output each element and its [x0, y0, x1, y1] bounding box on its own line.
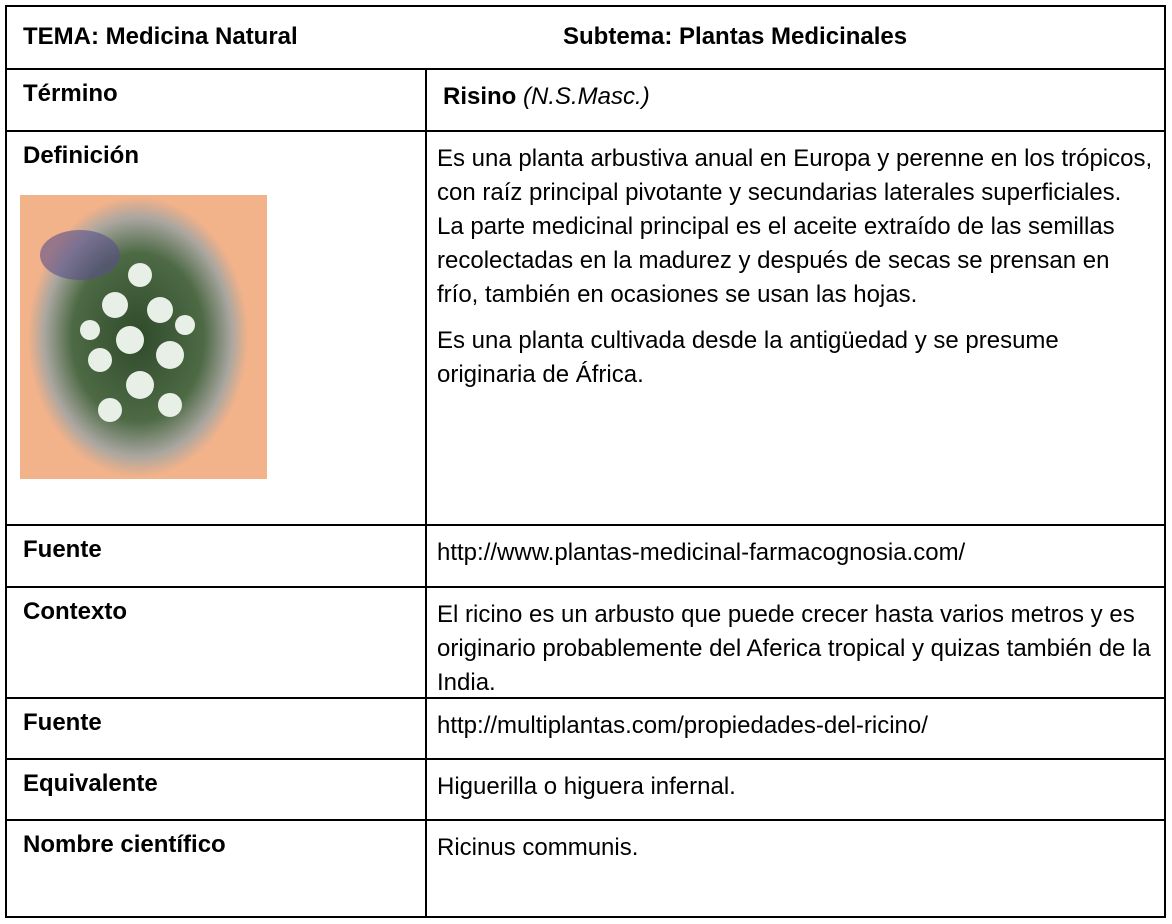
row-label: Fuente: [7, 526, 427, 586]
row-value: El ricino es un arbusto que puede crecer…: [437, 601, 1151, 696]
row-value: Es una planta arbustiva anual en Europa …: [427, 132, 1164, 524]
row-label: Término: [7, 70, 427, 130]
row-value: Ricinus communis.: [437, 834, 639, 861]
term-row: Término Risino (N.S.Masc.): [7, 70, 1164, 132]
row-value: http://www.plantas-medicinal-farmacognos…: [437, 539, 966, 566]
subtopic: Subtema: Plantas Medicinales: [563, 23, 908, 50]
header-row: TEMA: Medicina Natural Subtema: Plantas …: [7, 7, 1164, 70]
topic: TEMA: Medicina Natural: [23, 23, 298, 50]
label-text: Definición: [23, 142, 140, 169]
row-label: Fuente: [7, 699, 427, 758]
definition-row: Definición Es una planta arb: [7, 132, 1164, 526]
source-row: Fuente http://multiplantas.com/propiedad…: [7, 699, 1164, 760]
paragraph: Es una planta cultivada desde la antigüe…: [437, 327, 1059, 388]
row-label: Equivalente: [7, 760, 427, 819]
row-value: http://multiplantas.com/propiedades-del-…: [437, 712, 928, 739]
row-label: Contexto: [7, 588, 427, 697]
source-row: Fuente http://www.plantas-medicinal-farm…: [7, 526, 1164, 588]
scientific-name-row: Nombre científico Ricinus communis.: [7, 821, 1164, 916]
row-value: Risino (N.S.Masc.): [427, 70, 1164, 130]
paragraph: Es una planta arbustiva anual en Europa …: [437, 145, 1153, 308]
row-value: Higuerilla o higuera infernal.: [437, 773, 736, 800]
row-label: Nombre científico: [7, 821, 427, 916]
term: Risino: [443, 83, 517, 110]
row-label: Definición: [7, 132, 427, 524]
plant-image: [20, 195, 267, 479]
grammar-note: (N.S.Masc.): [523, 83, 650, 110]
equivalent-row: Equivalente Higuerilla o higuera inferna…: [7, 760, 1164, 821]
context-row: Contexto El ricino es un arbusto que pue…: [7, 588, 1164, 699]
term-table: TEMA: Medicina Natural Subtema: Plantas …: [5, 5, 1166, 918]
